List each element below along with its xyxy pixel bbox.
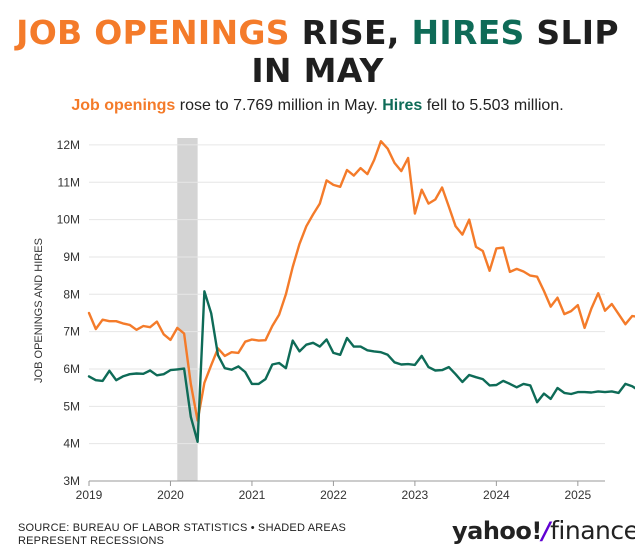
subtitle-openings-text: rose to 7.769 million in May. (175, 97, 383, 114)
chart-title: JOB OPENINGS RISE, HIRES SLIP IN MAY (0, 14, 635, 90)
x-tick-label: 2021 (239, 488, 266, 502)
hires-line (87, 290, 635, 443)
x-tick-label: 2025 (564, 488, 591, 502)
logo-product: finance (550, 516, 635, 545)
logo-brand: yahoo! (452, 517, 542, 545)
logo-slash: / (541, 517, 551, 545)
title-rise: RISE, (289, 13, 412, 52)
y-tick-label: 9M (63, 250, 80, 264)
title-job-openings: JOB OPENINGS (16, 13, 290, 52)
y-tick-label: 11M (58, 175, 80, 189)
subtitle-hires: Hires (382, 97, 423, 114)
y-tick-label: 4M (63, 437, 80, 451)
job-openings-line (87, 139, 635, 422)
source-note: SOURCE: BUREAU OF LABOR STATISTICS • SHA… (18, 522, 346, 548)
title-slip: SLIP (524, 13, 619, 52)
subtitle-job-openings: Job openings (71, 97, 176, 114)
y-tick-label: 10M (57, 213, 80, 227)
y-tick-label: 12M (57, 138, 80, 152)
y-tick-label: 7M (63, 325, 80, 339)
source-line-2: REPRESENT RECESSIONS (18, 535, 165, 547)
x-tick-label: 2022 (320, 488, 347, 502)
y-tick-label: 3M (63, 474, 80, 488)
x-tick-label: 2019 (76, 488, 103, 502)
x-tick-label: 2024 (483, 488, 510, 502)
line-chart: 3M 4M 5M 6M 7M 8M 9M 10M 11M 12M 2019 2020 2021 2022 2… (33, 138, 635, 502)
y-tick-label: 6M (63, 362, 80, 376)
title-line-2: IN MAY (251, 51, 384, 90)
chart-subtitle: Job openings rose to 7.769 million in Ma… (0, 97, 635, 115)
x-tick-label: 2023 (402, 488, 429, 502)
title-hires: HIRES (411, 13, 525, 52)
yahoo-finance-logo: yahoo!/finance (452, 516, 635, 545)
source-line-1: SOURCE: BUREAU OF LABOR STATISTICS • SHA… (18, 522, 347, 534)
y-tick-label: 5M (63, 399, 80, 413)
title-line-1: JOB OPENINGS RISE, HIRES SLIP (0, 14, 635, 52)
x-tick-label: 2020 (157, 488, 184, 502)
subtitle-hires-text: fell to 5.503 million. (422, 97, 564, 114)
y-axis-label: JOB OPENINGS AND HIRES (33, 238, 45, 383)
y-tick-label: 8M (63, 287, 80, 301)
